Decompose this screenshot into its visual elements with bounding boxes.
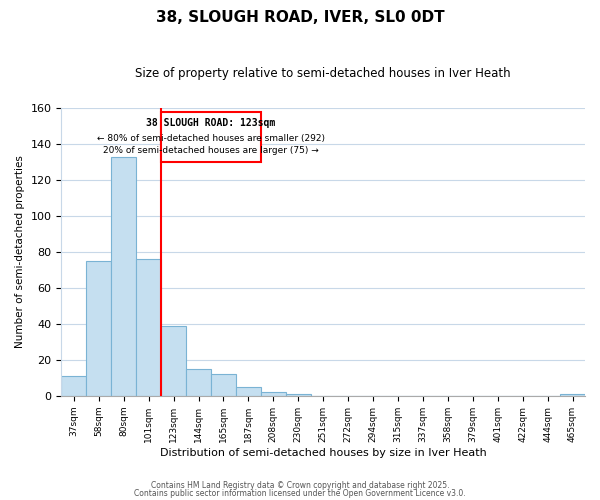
Bar	[560, 394, 585, 396]
FancyBboxPatch shape	[161, 112, 261, 162]
Text: Contains public sector information licensed under the Open Government Licence v3: Contains public sector information licen…	[134, 488, 466, 498]
Bar	[186, 369, 211, 396]
Bar	[61, 376, 86, 396]
Text: 38 SLOUGH ROAD: 123sqm: 38 SLOUGH ROAD: 123sqm	[146, 118, 275, 128]
Title: Size of property relative to semi-detached houses in Iver Heath: Size of property relative to semi-detach…	[136, 68, 511, 80]
Y-axis label: Number of semi-detached properties: Number of semi-detached properties	[15, 156, 25, 348]
Bar	[261, 392, 286, 396]
Bar	[286, 394, 311, 396]
Bar	[86, 261, 111, 396]
Text: ← 80% of semi-detached houses are smaller (292): ← 80% of semi-detached houses are smalle…	[97, 134, 325, 142]
Bar	[236, 387, 261, 396]
Bar	[111, 156, 136, 396]
Text: 38, SLOUGH ROAD, IVER, SL0 0DT: 38, SLOUGH ROAD, IVER, SL0 0DT	[155, 10, 445, 25]
Bar	[161, 326, 186, 396]
Bar	[211, 374, 236, 396]
Text: 20% of semi-detached houses are larger (75) →: 20% of semi-detached houses are larger (…	[103, 146, 319, 155]
Bar	[136, 259, 161, 396]
Text: Contains HM Land Registry data © Crown copyright and database right 2025.: Contains HM Land Registry data © Crown c…	[151, 481, 449, 490]
X-axis label: Distribution of semi-detached houses by size in Iver Heath: Distribution of semi-detached houses by …	[160, 448, 487, 458]
